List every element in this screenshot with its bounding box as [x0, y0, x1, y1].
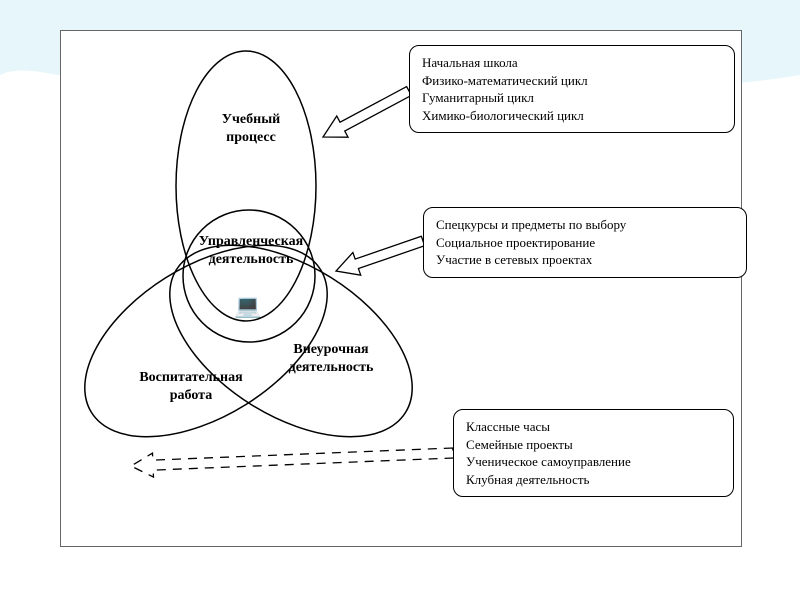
petal-top: [176, 51, 316, 321]
callout-line: Участие в сетевых проектах: [436, 251, 734, 269]
callout-arrow: [131, 448, 453, 477]
diagram-frame: Учебныйпроцесс Управленческаядеятельност…: [60, 30, 742, 547]
label-educational-process: Учебныйпроцесс: [211, 111, 291, 146]
callout-line: Ученическое самоуправление: [466, 453, 721, 471]
callout-line: Семейные проекты: [466, 436, 721, 454]
callout-line: Социальное проектирование: [436, 234, 734, 252]
center-circle: [183, 210, 315, 342]
callout-arrow: [336, 236, 425, 275]
callout-line: Химико-биологический цикл: [422, 107, 722, 125]
callout-arrow: [323, 87, 411, 138]
callout-line: Начальная школа: [422, 54, 722, 72]
callout-class-activity: Классные часыСемейные проектыУченическое…: [453, 409, 734, 497]
label-upbringing-work: Воспитательнаяработа: [126, 369, 256, 404]
callout-electives: Спецкурсы и предметы по выборуСоциальное…: [423, 207, 747, 278]
computer-icon: 💻: [234, 293, 261, 319]
callout-line: Спецкурсы и предметы по выбору: [436, 216, 734, 234]
callout-line: Физико-математический цикл: [422, 72, 722, 90]
callout-line: Клубная деятельность: [466, 471, 721, 489]
callout-line: Классные часы: [466, 418, 721, 436]
callout-line: Гуманитарный цикл: [422, 89, 722, 107]
label-management-activity: Управленческаядеятельность: [191, 233, 311, 268]
label-extracurricular: Внеурочнаядеятельность: [271, 341, 391, 376]
callout-curriculum: Начальная школаФизико-математический цик…: [409, 45, 735, 133]
